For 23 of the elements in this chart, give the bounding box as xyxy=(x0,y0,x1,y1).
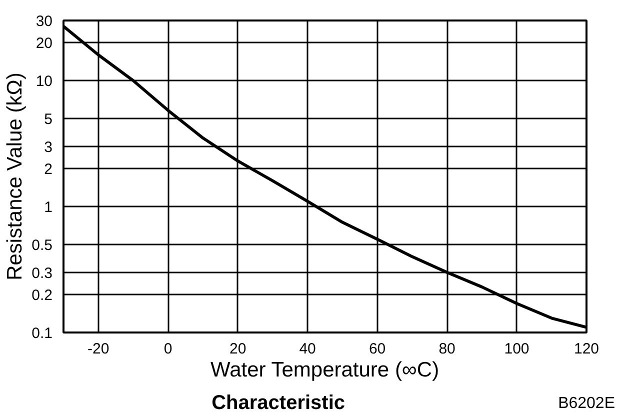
y-tick-label: 20 xyxy=(36,35,53,52)
y-tick-label: 5 xyxy=(44,111,52,128)
x-tick-label: 120 xyxy=(574,340,600,358)
x-tick-label: 100 xyxy=(504,340,530,358)
y-tick-label: 0.2 xyxy=(32,287,53,304)
x-tick-label: 80 xyxy=(438,340,456,358)
x-tick-label: 20 xyxy=(229,340,246,358)
text: Characteristic xyxy=(212,391,345,416)
x-tick-label: 0 xyxy=(164,340,172,358)
y-tick-label: 0.3 xyxy=(32,264,53,282)
y-tick-label: 0.5 xyxy=(32,236,53,254)
y-tick-label: 3 xyxy=(44,138,52,156)
x-tick-label: 60 xyxy=(368,340,386,358)
text: B6202E xyxy=(558,394,615,414)
y-tick-label: 10 xyxy=(36,73,53,90)
y-tick-label: 1 xyxy=(44,199,52,216)
x-tick-label: 40 xyxy=(299,340,316,358)
y-axis-title: Resistance Value (kΩ) xyxy=(4,72,27,280)
y-tick-label: 2 xyxy=(44,161,52,178)
y-tick-label: 0.1 xyxy=(32,325,53,342)
y-tick-label: 30 xyxy=(36,13,53,30)
x-tick-label: -20 xyxy=(88,340,110,358)
x-axis-title: Water Temperature (∞C) xyxy=(210,358,440,382)
